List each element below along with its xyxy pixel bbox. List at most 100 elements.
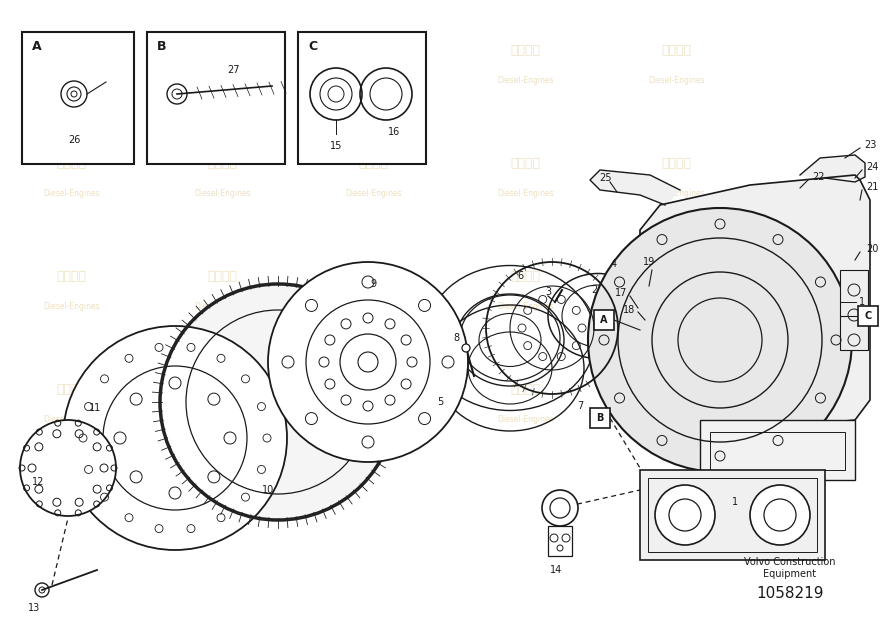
Text: Volvo Construction: Volvo Construction <box>744 557 836 567</box>
Circle shape <box>542 490 578 526</box>
Bar <box>700 420 855 480</box>
Text: 紫发动力: 紫发动力 <box>207 44 238 57</box>
Text: 1058219: 1058219 <box>756 586 824 601</box>
Text: Diesel-Engines: Diesel-Engines <box>497 303 554 311</box>
Circle shape <box>655 485 715 545</box>
Bar <box>640 470 825 560</box>
Text: Diesel-Engines: Diesel-Engines <box>43 189 100 198</box>
Bar <box>710 432 845 470</box>
Text: A: A <box>600 315 608 325</box>
Text: 紫发动力: 紫发动力 <box>510 270 540 283</box>
Text: 10: 10 <box>262 485 274 495</box>
Text: Diesel-Engines: Diesel-Engines <box>648 189 705 198</box>
Text: 7: 7 <box>577 401 583 411</box>
Text: 紫发动力: 紫发动力 <box>359 384 389 396</box>
Text: 紫发动力: 紫发动力 <box>661 270 692 283</box>
Text: 27: 27 <box>227 65 239 75</box>
Circle shape <box>588 208 852 472</box>
Text: 11: 11 <box>89 403 101 413</box>
Text: Diesel-Engines: Diesel-Engines <box>43 416 100 425</box>
Bar <box>594 310 614 330</box>
Text: 22: 22 <box>812 172 824 182</box>
Text: 紫发动力: 紫发动力 <box>56 44 86 57</box>
Polygon shape <box>640 175 870 430</box>
Circle shape <box>160 284 396 520</box>
Text: Diesel-Engines: Diesel-Engines <box>345 416 402 425</box>
Text: 15: 15 <box>330 141 342 151</box>
Text: 紫发动力: 紫发动力 <box>359 270 389 283</box>
Text: C: C <box>864 311 871 321</box>
Text: 6: 6 <box>517 271 523 281</box>
Text: 紫发动力: 紫发动力 <box>56 270 86 283</box>
Bar <box>298 32 426 164</box>
Text: 1: 1 <box>859 297 865 307</box>
Text: Equipment: Equipment <box>764 569 816 579</box>
Text: 23: 23 <box>864 140 877 150</box>
Circle shape <box>750 485 810 545</box>
Text: 20: 20 <box>866 244 878 254</box>
Bar <box>22 32 134 164</box>
Bar <box>858 306 878 326</box>
Text: B: B <box>157 40 166 52</box>
Circle shape <box>20 420 116 516</box>
Text: 紫发动力: 紫发动力 <box>56 384 86 396</box>
Text: 紫发动力: 紫发动力 <box>510 157 540 170</box>
Text: 紫发动力: 紫发动力 <box>510 44 540 57</box>
Text: Diesel-Engines: Diesel-Engines <box>497 416 554 425</box>
Text: 18: 18 <box>623 305 635 315</box>
Text: Diesel-Engines: Diesel-Engines <box>497 189 554 198</box>
Text: Diesel-Engines: Diesel-Engines <box>43 76 100 85</box>
Text: Diesel-Engines: Diesel-Engines <box>194 189 251 198</box>
Text: 9: 9 <box>370 279 376 289</box>
Text: 12: 12 <box>32 477 44 487</box>
Text: A: A <box>32 40 42 52</box>
Text: Diesel-Engines: Diesel-Engines <box>194 76 251 85</box>
Bar <box>840 270 868 350</box>
Text: Diesel-Engines: Diesel-Engines <box>648 303 705 311</box>
Text: 25: 25 <box>599 173 611 183</box>
Polygon shape <box>590 170 680 205</box>
Text: 24: 24 <box>866 162 878 172</box>
Text: C: C <box>308 40 317 52</box>
Text: 13: 13 <box>28 603 40 613</box>
Text: 紫发动力: 紫发动力 <box>359 157 389 170</box>
Text: 21: 21 <box>866 182 878 192</box>
Text: 紫发动力: 紫发动力 <box>207 270 238 283</box>
Text: Diesel-Engines: Diesel-Engines <box>497 76 554 85</box>
Text: 紫发动力: 紫发动力 <box>661 384 692 396</box>
Bar <box>590 408 610 428</box>
Circle shape <box>63 326 287 550</box>
Text: 26: 26 <box>68 135 80 145</box>
Text: Diesel-Engines: Diesel-Engines <box>648 76 705 85</box>
Bar <box>648 478 817 552</box>
Text: 17: 17 <box>615 288 627 298</box>
Polygon shape <box>800 155 865 182</box>
Text: 14: 14 <box>550 565 562 575</box>
Text: 紫发动力: 紫发动力 <box>56 157 86 170</box>
Text: Diesel-Engines: Diesel-Engines <box>648 416 705 425</box>
Text: 紫发动力: 紫发动力 <box>510 384 540 396</box>
Text: 5: 5 <box>437 397 443 407</box>
Text: 1: 1 <box>732 497 738 507</box>
Text: 2: 2 <box>591 285 597 295</box>
Text: B: B <box>596 413 603 423</box>
Text: Diesel-Engines: Diesel-Engines <box>345 76 402 85</box>
Text: 紫发动力: 紫发动力 <box>207 384 238 396</box>
Text: Diesel-Engines: Diesel-Engines <box>345 303 402 311</box>
Text: 8: 8 <box>453 333 459 343</box>
Text: 紫发动力: 紫发动力 <box>207 157 238 170</box>
Text: 19: 19 <box>643 257 655 267</box>
Bar <box>548 526 572 556</box>
Text: 16: 16 <box>388 127 401 137</box>
Text: Diesel-Engines: Diesel-Engines <box>43 303 100 311</box>
Text: Diesel-Engines: Diesel-Engines <box>194 416 251 425</box>
Circle shape <box>462 344 470 352</box>
Text: 紫发动力: 紫发动力 <box>359 44 389 57</box>
Text: 4: 4 <box>611 259 617 269</box>
Text: 3: 3 <box>545 287 551 297</box>
Text: Diesel-Engines: Diesel-Engines <box>194 303 251 311</box>
Circle shape <box>268 262 468 462</box>
Text: 紫发动力: 紫发动力 <box>661 44 692 57</box>
Text: Diesel-Engines: Diesel-Engines <box>345 189 402 198</box>
Text: 紫发动力: 紫发动力 <box>661 157 692 170</box>
